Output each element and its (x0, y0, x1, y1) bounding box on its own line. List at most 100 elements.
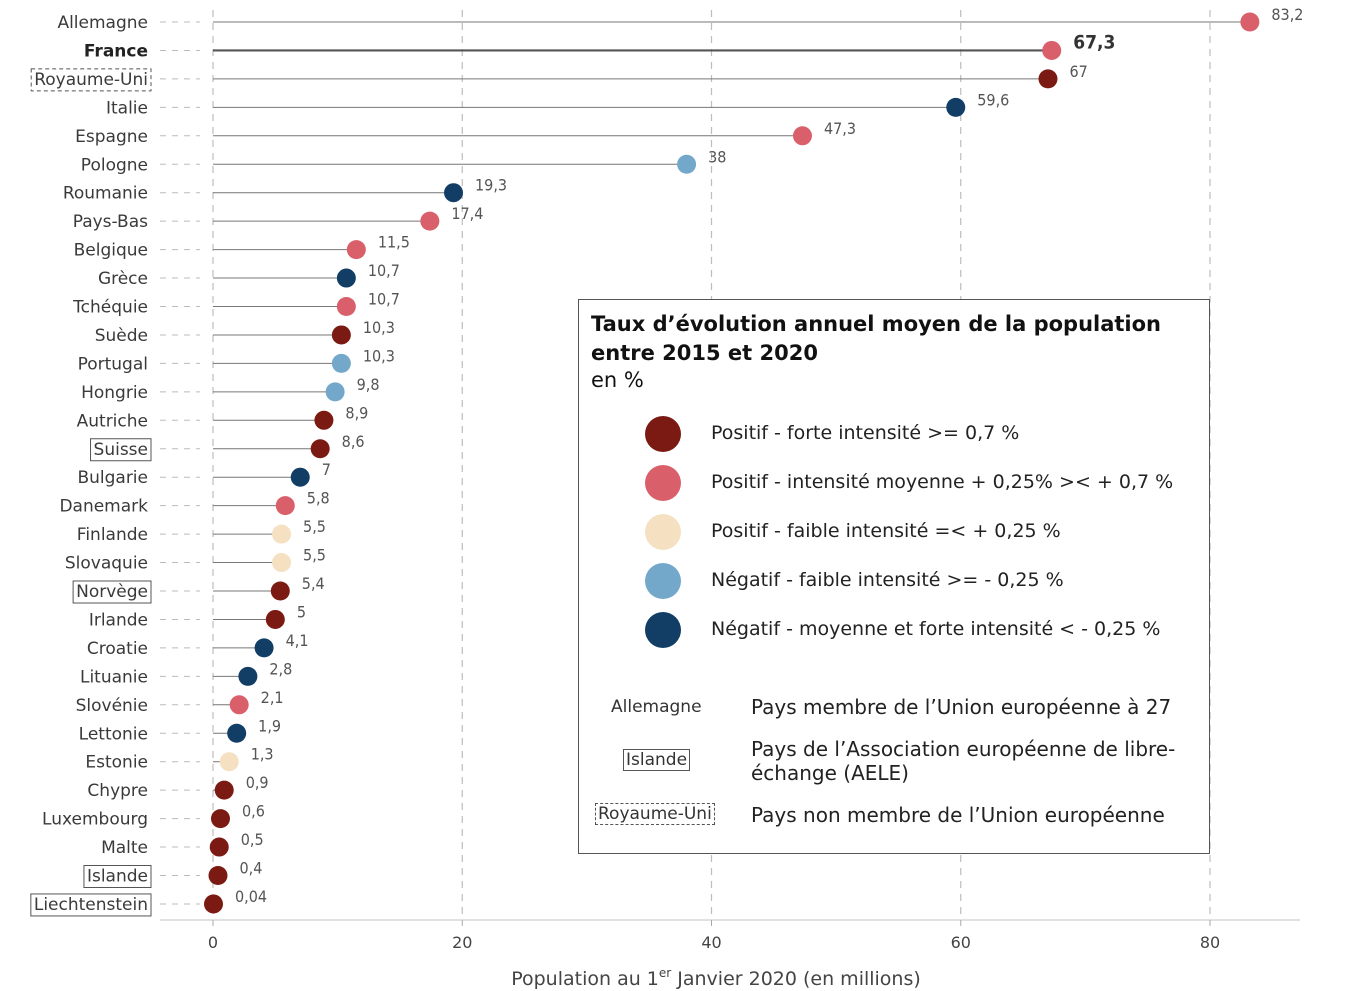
data-row: 5 Irlande (89, 602, 306, 630)
value-label: 4,1 (286, 631, 309, 650)
x-tick-label: 60 (951, 933, 971, 952)
data-row: 5,5 Slovaquie (65, 546, 326, 574)
legend-item-forte: Positif - forte intensité >= 0,7 % (579, 414, 1209, 454)
category-label: Bulgarie (77, 468, 148, 488)
category-label: Slovénie (76, 696, 148, 716)
data-row: 59,6 Italie (106, 90, 1009, 118)
legend-item-moyenne: Positif - intensité moyenne + 0,25% >< +… (579, 463, 1209, 503)
aele-frame (83, 865, 152, 888)
value-label: 8,6 (342, 432, 365, 451)
category-label: Norvège (76, 582, 148, 602)
category-label: Hongrie (81, 383, 148, 403)
data-row: 67 Royaume-Uni (30, 62, 1088, 92)
aele-frame (30, 893, 152, 917)
category-label: Pays-Bas (73, 212, 148, 232)
value-label: 67 (1069, 62, 1087, 81)
category-label: Islande (87, 867, 148, 887)
category-label: Pologne (81, 155, 148, 175)
lollipop-dot (254, 638, 274, 658)
legend-item-faible: Positif - faible intensité =< + 0,25 % (579, 512, 1209, 552)
value-label: 1,3 (251, 745, 274, 764)
legend-dot-neg-faible (645, 563, 681, 599)
data-row: 38 Pologne (81, 147, 727, 175)
lollipop-dot (346, 240, 366, 260)
value-label: 1,9 (258, 716, 281, 735)
legend-item-neg-forte: Négatif - moyenne et forte intensité < -… (579, 610, 1209, 650)
category-label: Slovaquie (65, 554, 148, 574)
data-row: 10,3 Portugal (78, 346, 395, 374)
value-label: 59,6 (977, 90, 1009, 109)
value-label: 17,4 (451, 204, 483, 223)
legend-unit: en % (591, 368, 644, 392)
category-label: Espagne (75, 127, 148, 147)
aele-frame (72, 580, 152, 604)
lollipop-dot (265, 609, 285, 629)
value-label: 0,9 (246, 773, 269, 792)
legend-title: Taux d’évolution annuel moyen de la popu… (591, 312, 1162, 365)
lollipop-dot (1240, 12, 1260, 32)
data-row: 7 Bulgarie (77, 460, 330, 488)
category-label: Suède (95, 326, 148, 346)
legend-item-neg-faible: Négatif - faible intensité >= - 0,25 % (579, 561, 1209, 601)
value-label: 0,5 (241, 830, 264, 849)
legend-dot-forte (645, 416, 681, 452)
value-label: 5,5 (303, 517, 326, 536)
value-label: 7 (322, 460, 331, 479)
value-label: 19,3 (475, 176, 507, 195)
data-row: 0,04 Liechtenstein (30, 887, 267, 917)
data-row: 11,5 Belgique (74, 233, 410, 261)
data-row: 5,8 Danemark (59, 489, 329, 517)
lollipop-dot (792, 126, 812, 146)
data-row: 10,7 Grèce (98, 261, 400, 289)
value-label: 2,8 (269, 659, 292, 678)
legend-dot-neg-forte (645, 612, 681, 648)
value-label: 83,2 (1271, 5, 1303, 24)
value-label: 0,6 (242, 802, 265, 821)
legend-dot-moyenne (645, 465, 681, 501)
legend-dot-faible (645, 514, 681, 550)
key-desc-ue: Pays membre de l’Union européenne à 27 (751, 695, 1172, 719)
data-row: 10,7 Tchéquie (72, 290, 400, 318)
value-label: 9,8 (357, 375, 380, 394)
data-row: 9,8 Hongrie (81, 375, 379, 403)
legend-label: Positif - forte intensité >= 0,7 % (711, 422, 1020, 444)
category-label: Finlande (77, 525, 148, 545)
legend-label: Négatif - faible intensité >= - 0,25 % (711, 569, 1064, 591)
key-desc-aele: Pays de l’Association européenne de libr… (751, 737, 1176, 785)
lollipop-dot (1038, 69, 1058, 89)
value-label: 10,7 (368, 261, 400, 280)
x-tick-label: 40 (701, 933, 721, 952)
value-label: 47,3 (824, 119, 856, 138)
lollipop-dot (314, 410, 334, 430)
lollipop-dot (203, 894, 223, 914)
category-label: Liechtenstein (34, 895, 148, 915)
category-label: Lituanie (80, 667, 148, 687)
lollipop-dot (336, 268, 356, 288)
value-label: 10,7 (368, 290, 400, 309)
lollipop-dot (275, 496, 295, 516)
category-label: Lettonie (79, 724, 148, 744)
legend-label: Négatif - moyenne et forte intensité < -… (711, 618, 1161, 640)
value-label: 10,3 (363, 318, 395, 337)
data-row: 10,3 Suède (95, 318, 395, 346)
category-label: Roumanie (63, 184, 148, 204)
category-label: Portugal (78, 354, 148, 374)
x-tick-label: 20 (452, 933, 472, 952)
data-row: 17,4 Pays-Bas (73, 204, 484, 232)
key-sample-ue: Allemagne (611, 697, 702, 717)
data-row: 47,3 Espagne (75, 119, 856, 147)
x-tick-label: 0 (208, 933, 218, 952)
lollipop-dot (209, 837, 229, 857)
lollipop-dot (310, 439, 330, 459)
value-label: 38 (708, 147, 726, 166)
category-label: Luxembourg (42, 810, 148, 830)
data-row: 0,9 Chypre (87, 773, 268, 801)
category-label: Grèce (98, 269, 148, 289)
value-label: 8,9 (345, 403, 368, 422)
data-row: 4,1 Croatie (87, 631, 309, 659)
value-label: 10,3 (363, 346, 395, 365)
category-label: Malte (101, 838, 148, 858)
lollipop-dot (290, 467, 310, 487)
x-axis: 0 20 40 60 80 (160, 919, 1300, 952)
non-ue-frame (30, 68, 152, 92)
